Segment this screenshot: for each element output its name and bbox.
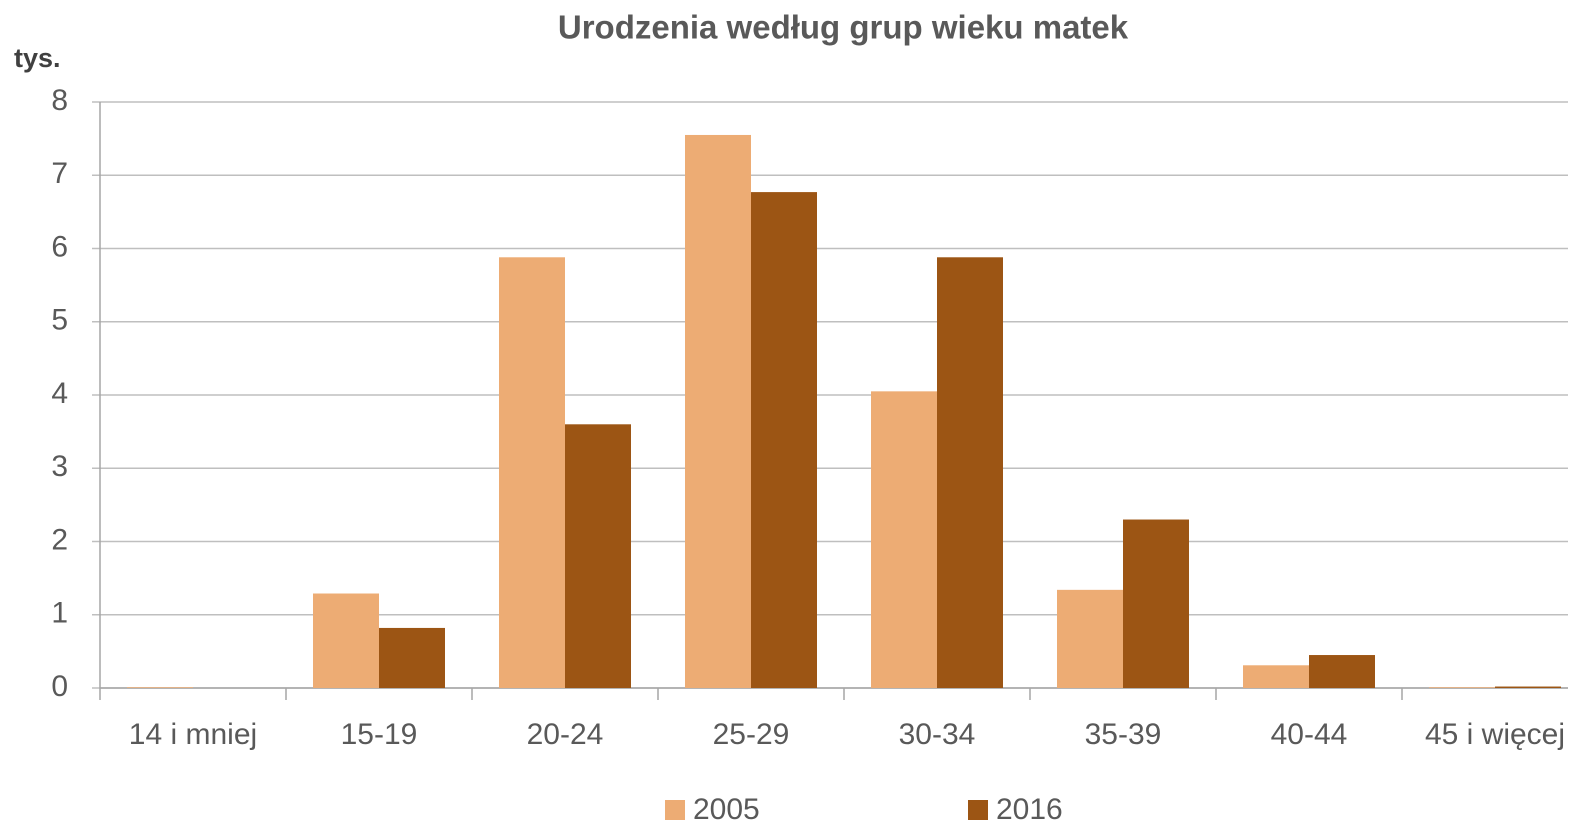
bar: [1243, 665, 1309, 688]
bar: [1429, 687, 1495, 688]
bar: [871, 391, 937, 688]
y-tick-label: 6: [51, 230, 68, 263]
y-tick-label: 3: [51, 450, 68, 483]
y-tick-label: 1: [51, 597, 68, 630]
legend-swatch: [665, 800, 685, 820]
bar: [379, 627, 445, 688]
y-tick-label: 4: [51, 377, 68, 410]
x-tick-label: 25-29: [713, 718, 790, 751]
bar: [565, 424, 631, 688]
y-axis-label: tys.: [14, 43, 61, 73]
x-tick-label: 40-44: [1271, 718, 1348, 751]
bar: [1495, 686, 1561, 688]
bar: [1057, 589, 1123, 688]
y-tick-label: 0: [51, 670, 68, 703]
x-tick-label: 35-39: [1085, 718, 1162, 751]
y-tick-label: 7: [51, 157, 68, 190]
chart-title: Urodzenia według grup wieku matek: [558, 9, 1129, 46]
y-tick-label: 2: [51, 523, 68, 556]
legend-swatch: [968, 800, 988, 820]
bar: [1123, 519, 1189, 688]
x-tick-label: 20-24: [527, 718, 604, 751]
legend-label: 2016: [996, 793, 1063, 826]
x-tick-label: 15-19: [341, 718, 418, 751]
bar: [313, 593, 379, 688]
y-tick-label: 5: [51, 304, 68, 337]
bar: [751, 192, 817, 688]
x-tick-label: 14 i mniej: [129, 718, 257, 751]
bar: [937, 257, 1003, 688]
bar: [499, 257, 565, 688]
x-tick-label: 30-34: [899, 718, 976, 751]
bar: [1309, 655, 1375, 688]
y-tick-label: 8: [51, 84, 68, 117]
legend-label: 2005: [693, 793, 760, 826]
bar: [127, 687, 193, 688]
x-tick-label: 45 i więcej: [1425, 718, 1565, 751]
bar: [685, 134, 751, 688]
